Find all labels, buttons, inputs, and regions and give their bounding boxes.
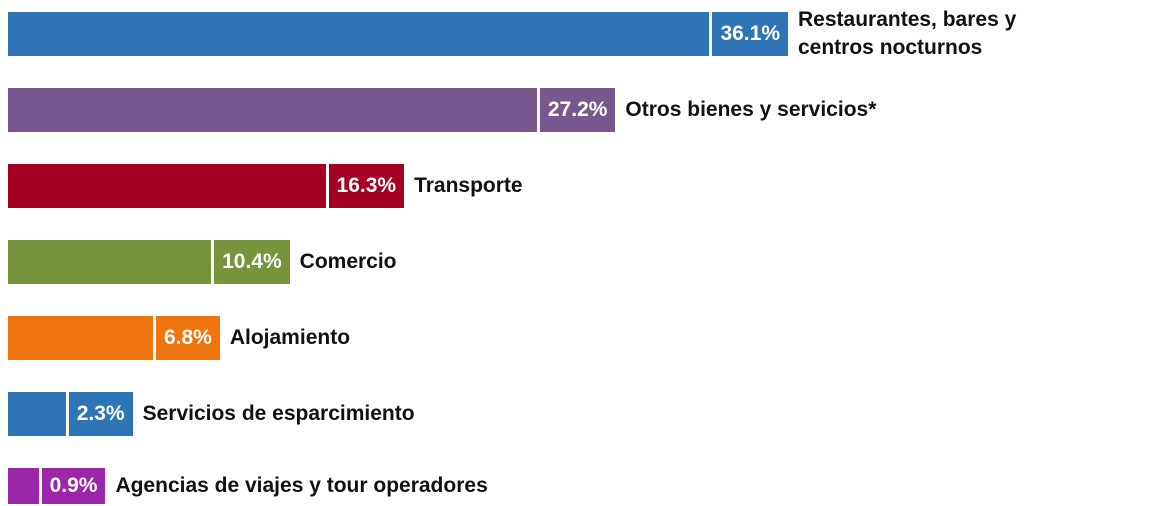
bar: 36.1% [8, 12, 788, 56]
value-label: 27.2% [536, 88, 616, 132]
value-label: 10.4% [211, 240, 290, 284]
bar: 10.4% [8, 240, 290, 284]
bar: 0.9% [8, 468, 106, 504]
bar: 16.3% [8, 164, 405, 208]
bar: 27.2% [8, 88, 616, 132]
category-label: Restaurantes, bares y centros nocturnos [798, 8, 1017, 59]
category-label: Otros bienes y servicios* [625, 98, 877, 121]
category-label: Alojamiento [229, 326, 351, 349]
category-label: Servicios de esparcimiento [142, 402, 415, 425]
bar: 2.3% [8, 392, 133, 436]
value-label: 6.8% [152, 316, 220, 360]
value-label: 2.3% [65, 392, 133, 436]
category-label: Agencias de viajes y tour operadores [115, 474, 488, 497]
bar: 6.8% [8, 316, 220, 360]
value-label: 36.1% [709, 12, 788, 56]
value-label: 0.9% [38, 468, 106, 504]
category-label: Transporte [414, 174, 523, 197]
category-label: Comercio [299, 250, 397, 273]
value-label: 16.3% [325, 164, 405, 208]
